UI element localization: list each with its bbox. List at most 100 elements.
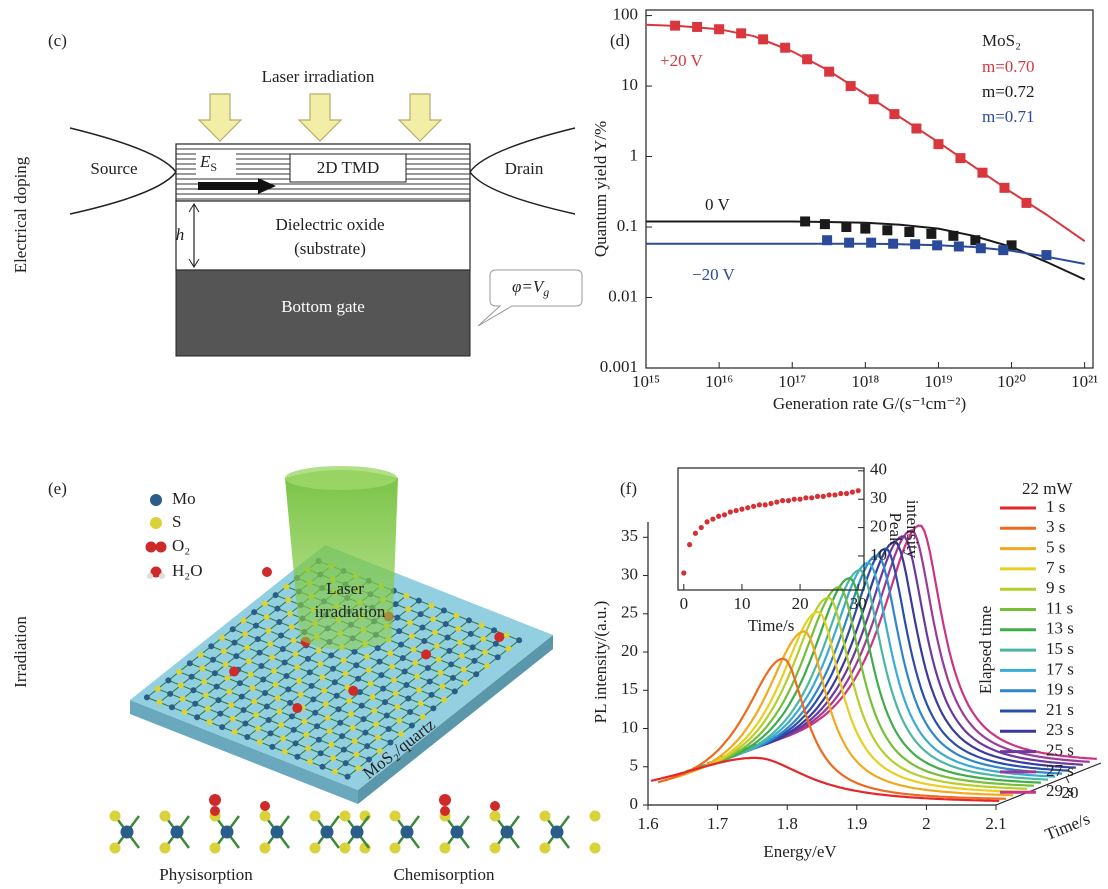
atom-mo [332,679,338,685]
row-label: Irradiation [11,616,30,688]
atom-s [490,843,501,854]
atom-s [210,843,221,854]
atom-mo [318,750,324,756]
atom-mo [192,701,198,707]
legend-label: 1 s [1046,497,1065,516]
point [1021,198,1031,208]
atom-mo [258,663,264,669]
point [977,168,987,178]
atom-mo [212,670,218,676]
y-tick-label: 20 [870,516,887,535]
legend-label: 3 s [1046,517,1065,536]
atom-s [282,749,288,755]
atom-mo [274,606,280,612]
atom-s [479,622,485,628]
atom-s [353,752,359,758]
atom-s [403,593,409,599]
row-label: Electrical doping [11,156,30,273]
y-tick-label: 0 [630,794,639,813]
atom-s [203,692,209,698]
atom-s [346,698,352,704]
legend-label: O₂ [172,536,190,555]
adsorbate [229,667,239,677]
atom-mo [396,628,402,634]
atom-s [540,811,551,822]
atom-mo [446,648,452,654]
atom-mo [285,686,291,692]
atom-mo [307,669,313,675]
source-label: Source [90,159,137,178]
series-annotation: m=0.70 [982,57,1035,76]
point [933,139,943,149]
y-tick-label: 10 [621,717,638,736]
atom-s [439,683,445,689]
atom-mo [284,673,290,679]
atom-s [219,635,225,641]
panel-label: (f) [620,479,637,498]
atom-s [440,843,451,854]
atom-s [540,843,551,854]
point [739,507,744,512]
legend-h2o [147,567,165,580]
atom-mo [309,683,315,689]
atom-s [366,667,372,673]
atom-s [278,722,284,728]
atom-s [310,843,321,854]
atom-s [198,652,204,658]
atom-s [251,699,257,705]
atom-s [298,691,304,697]
atom-s [340,843,351,854]
atom-s [291,637,297,643]
atom-s [490,811,501,822]
atom-mo [419,625,425,631]
atom-mo [310,696,316,702]
atom-s [590,811,601,822]
point [800,216,810,226]
atom-s [319,674,325,680]
atom-mo [280,646,286,652]
potential-subscript: g [543,285,549,299]
atom-s [305,745,311,751]
figure: Electrical doping Irradiation (c) Laser … [0,0,1108,889]
atom-mo [394,615,400,621]
atom-mo [445,634,451,640]
drain-label: Drain [505,159,544,178]
atom-s [405,606,411,612]
atom-mo [491,627,497,633]
x-tick-label: 1.8 [777,814,798,833]
atom-s [178,682,184,688]
atom-s [436,656,442,662]
atom-s [273,681,279,687]
atom-mo [169,704,175,710]
y-tick-label: 0.01 [608,286,638,305]
point [904,227,914,237]
y-axis-label: Peak [886,512,905,546]
legend-label: 19 s [1046,680,1074,699]
atom-s [330,755,336,761]
legend-label: H₂O [172,561,202,580]
legend-label: 9 s [1046,578,1065,597]
atom-mo [448,661,454,667]
atom-mo [305,656,311,662]
atom-mo [293,740,299,746]
adsorbate [262,567,272,577]
atom-mo [468,631,474,637]
atom-s [182,709,188,715]
laser-label: Laser [326,579,364,598]
point [757,502,762,507]
atom-s [242,631,248,637]
point [714,24,724,34]
x-tick-label: 10¹⁸ [851,372,879,391]
legend-title: 22 mW [1022,479,1073,498]
atom-s [375,735,381,741]
atom-s [248,672,254,678]
atom-s [409,633,415,639]
atom-mo [443,621,449,627]
atom-s [262,601,268,607]
atom-mo [241,707,247,713]
series-annotation: m=0.72 [982,82,1035,101]
point [860,224,870,234]
atom-mo [194,714,200,720]
atom-s [292,651,298,657]
atom-s [457,639,463,645]
